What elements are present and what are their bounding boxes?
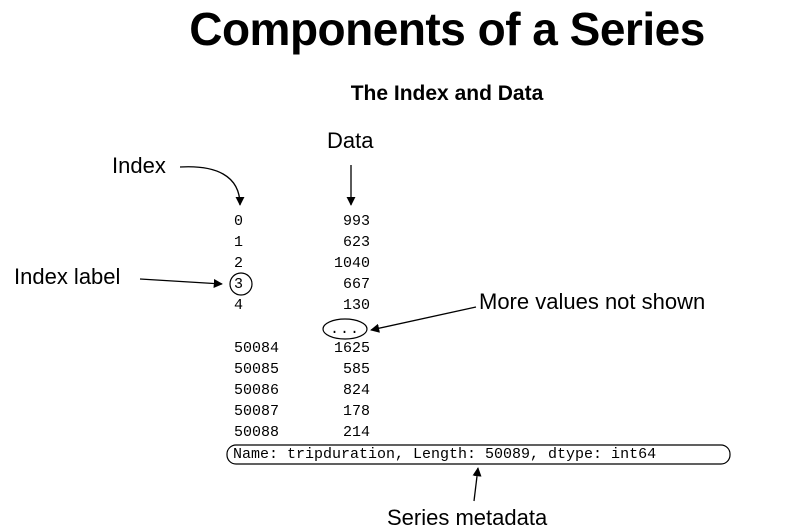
- index-cell: 4: [234, 297, 244, 314]
- index-cell: 1: [234, 234, 244, 251]
- series-metadata-line: Name: tripduration, Length: 50089, dtype…: [233, 446, 657, 463]
- index-annotation-label: Index: [112, 153, 166, 178]
- value-cell: 178: [342, 403, 370, 420]
- value-cell: 623: [342, 234, 370, 251]
- ellipsis-marker: ...: [329, 321, 360, 338]
- value-cell: 585: [342, 361, 370, 378]
- series-metadata-arrow: [472, 467, 482, 502]
- data-annotation-label: Data: [327, 128, 374, 153]
- index-cell: 2: [234, 255, 244, 272]
- index-cell: 50086: [234, 382, 280, 399]
- page-subtitle: The Index and Data: [350, 82, 544, 105]
- ellipsis-oval: [322, 318, 368, 340]
- index-cell: 50087: [234, 403, 280, 420]
- index-3-circle: [229, 272, 253, 296]
- index-cell: 0: [234, 213, 244, 230]
- index-cell: 50085: [234, 361, 280, 378]
- metadata-box: [226, 444, 731, 465]
- value-cell: 993: [342, 213, 370, 230]
- index-cell: 50084: [234, 340, 280, 357]
- index-cell: 50088: [234, 424, 280, 441]
- value-cell: 824: [342, 382, 370, 399]
- more-values-arrow: [370, 306, 477, 333]
- index-cell-highlighted: 3: [234, 276, 244, 293]
- index-arrow: [179, 166, 245, 206]
- value-cell: 130: [342, 297, 370, 314]
- value-cell: 214: [342, 424, 370, 441]
- value-cell: 667: [342, 276, 370, 293]
- page-title: Components of a Series: [189, 3, 705, 55]
- value-cell: 1040: [333, 255, 370, 272]
- value-cell: 1625: [333, 340, 370, 357]
- series-metadata-annotation-label: Series metadata: [387, 505, 548, 530]
- index-label-arrow: [139, 278, 223, 289]
- more-values-annotation-label: More values not shown: [479, 289, 706, 314]
- index-label-annotation-label: Index label: [14, 264, 121, 289]
